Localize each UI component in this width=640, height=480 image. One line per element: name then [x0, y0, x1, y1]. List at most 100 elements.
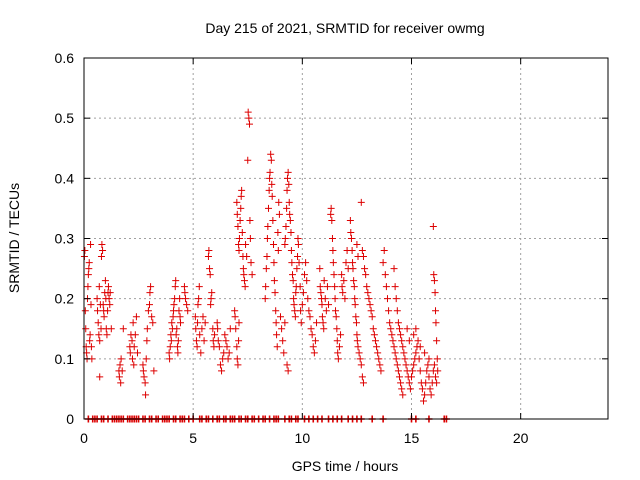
data-point: [172, 331, 180, 339]
data-point: [354, 343, 362, 351]
data-point: [234, 222, 242, 230]
data-point: [285, 180, 293, 188]
data-point: [330, 271, 338, 279]
data-point: [367, 307, 375, 315]
data-point: [293, 265, 301, 273]
data-point: [273, 343, 281, 351]
data-point: [222, 337, 230, 345]
data-point: [305, 307, 313, 315]
data-point: [268, 180, 276, 188]
data-point: [333, 337, 341, 345]
data-point: [238, 186, 246, 194]
data-point: [308, 331, 316, 339]
data-point: [386, 319, 394, 327]
data-point: [318, 301, 326, 309]
data-point: [414, 337, 422, 345]
data-point: [94, 319, 102, 327]
data-point: [356, 355, 364, 363]
data-point: [233, 355, 241, 363]
data-point: [303, 277, 311, 285]
data-point: [316, 283, 324, 291]
data-point: [399, 343, 407, 351]
data-point: [329, 259, 337, 267]
data-point: [194, 319, 202, 327]
data-point: [130, 361, 138, 369]
data-point: [397, 379, 405, 387]
data-point: [410, 331, 418, 339]
data-point: [267, 156, 275, 164]
y-tick-label: 0.6: [55, 50, 75, 66]
data-point: [285, 198, 293, 206]
chart-title: Day 215 of 2021, SRMTID for receiver owm…: [205, 20, 484, 36]
data-point: [148, 313, 156, 321]
data-point: [81, 247, 89, 255]
data-point: [387, 325, 395, 333]
data-point: [291, 313, 299, 321]
data-point: [320, 325, 328, 333]
data-point: [242, 241, 250, 249]
data-point: [432, 307, 440, 315]
data-point: [405, 337, 413, 345]
data-point: [81, 307, 89, 315]
data-point: [294, 253, 302, 261]
data-point: [431, 289, 439, 297]
data-point: [319, 319, 327, 327]
data-point: [270, 241, 278, 249]
data-point: [350, 277, 358, 285]
data-point: [197, 349, 205, 357]
data-point: [184, 307, 192, 315]
data-point: [422, 379, 430, 387]
data-point: [169, 313, 177, 321]
data-point: [320, 277, 328, 285]
data-point: [274, 228, 282, 236]
data-point: [194, 301, 202, 309]
data-point: [299, 289, 307, 297]
data-point: [398, 337, 406, 345]
data-point: [304, 295, 312, 303]
data-points: [80, 108, 450, 423]
data-point: [150, 367, 158, 375]
data-point: [388, 331, 396, 339]
data-point: [309, 343, 317, 351]
data-point: [98, 241, 106, 249]
data-point: [231, 307, 239, 315]
data-point: [264, 204, 272, 212]
data-point: [166, 343, 174, 351]
data-point: [381, 271, 389, 279]
data-point: [313, 319, 321, 327]
data-point: [141, 379, 149, 387]
data-point: [352, 319, 360, 327]
data-point: [271, 289, 279, 297]
data-point: [433, 379, 441, 387]
data-point: [166, 355, 174, 363]
data-point: [351, 295, 359, 303]
data-point: [286, 216, 294, 224]
data-point: [341, 295, 349, 303]
data-point: [340, 277, 348, 285]
data-point: [382, 283, 390, 291]
data-point: [99, 301, 107, 309]
data-point: [211, 331, 219, 339]
data-point: [338, 283, 346, 291]
data-point: [389, 337, 397, 345]
data-point: [280, 349, 288, 357]
data-point: [144, 307, 152, 315]
data-point: [425, 373, 433, 381]
data-point: [247, 259, 255, 267]
data-point: [395, 325, 403, 333]
data-point: [282, 222, 290, 230]
data-point: [263, 253, 271, 261]
data-point: [371, 337, 379, 345]
data-point: [296, 283, 304, 291]
data-point: [82, 325, 90, 333]
data-point: [433, 337, 441, 345]
data-point: [289, 271, 297, 279]
data-point: [208, 289, 216, 297]
data-point: [365, 295, 373, 303]
data-point: [283, 186, 291, 194]
data-point: [207, 295, 215, 303]
data-point: [332, 307, 340, 315]
data-point: [139, 367, 147, 375]
data-point: [87, 241, 95, 249]
